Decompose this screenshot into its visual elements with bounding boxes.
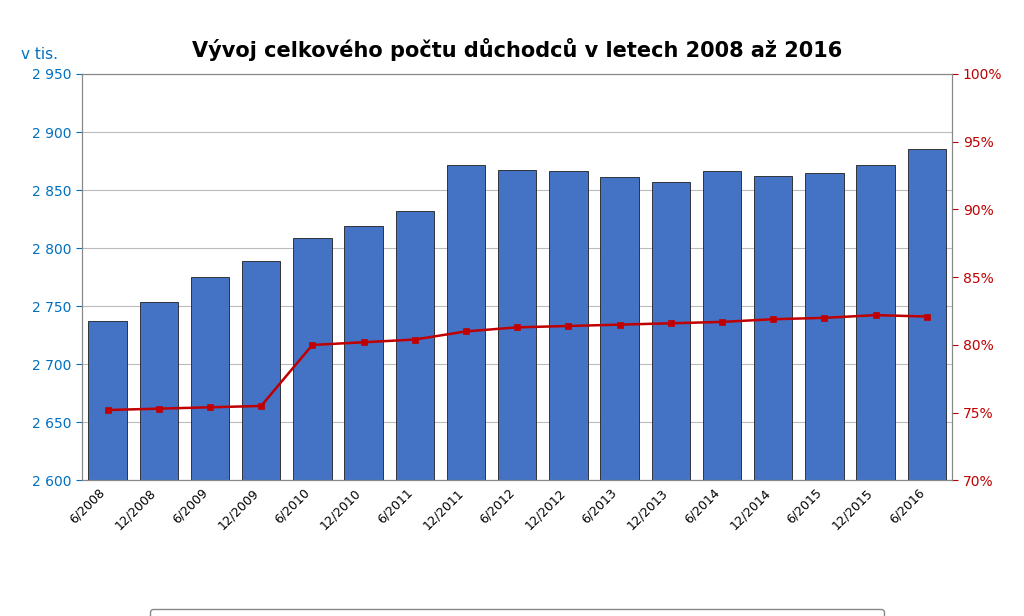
Bar [805,172,844,616]
Bar [498,171,537,616]
Text: v tis.: v tis. [20,47,58,62]
Title: Vývoj celkového počtu důchodců v letech 2008 až 2016: Vývoj celkového počtu důchodců v letech … [191,38,843,61]
Bar [856,164,895,616]
Bar [549,171,588,616]
Bar [88,322,127,616]
Bar [395,211,434,616]
Bar [190,277,229,616]
Bar [446,164,485,616]
Bar [293,238,332,616]
Bar [344,226,383,616]
Bar [702,171,741,616]
Bar [600,177,639,616]
Bar [242,261,281,616]
Bar [139,302,178,616]
Legend: Celkový počet důchodců (levá osa), Podíl starobních důchodců na celkovém počtu (: Celkový počet důchodců (levá osa), Podíl… [151,609,884,616]
Bar [907,150,946,616]
Bar [651,182,690,616]
Bar [754,176,793,616]
